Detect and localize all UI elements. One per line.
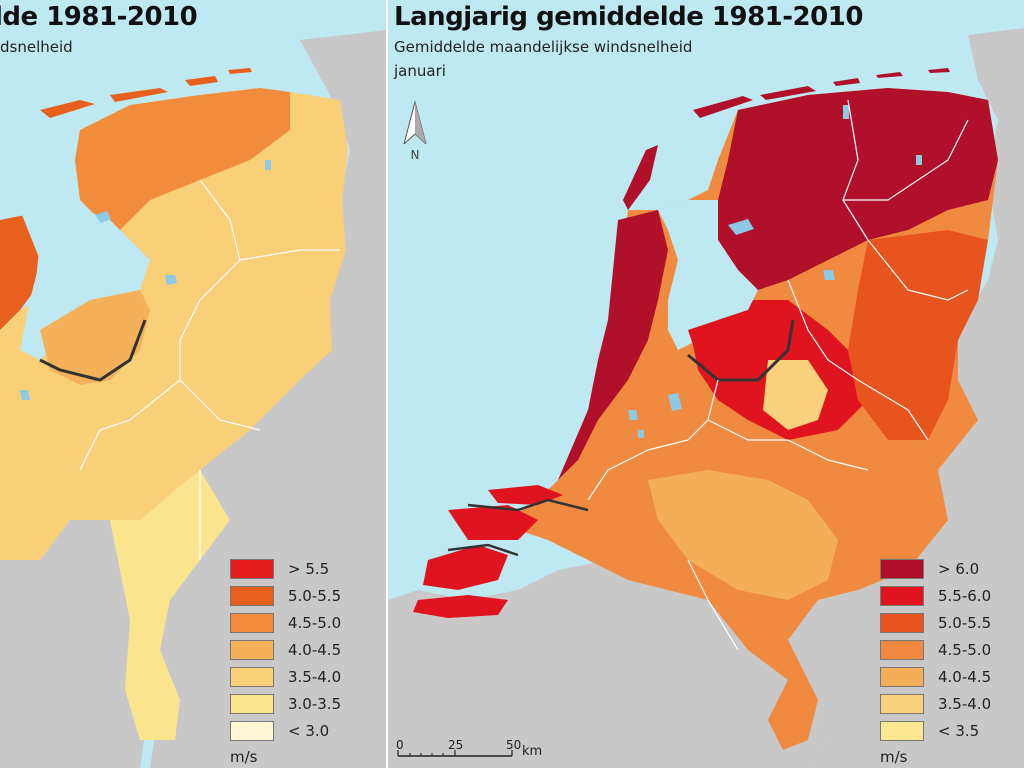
north-arrow: N <box>400 100 430 162</box>
left-legend-row: 4.0-4.5 <box>230 636 341 663</box>
right-map-month: januari <box>394 62 446 80</box>
left-legend-label: 4.5-5.0 <box>288 613 342 632</box>
left-map-panel: lde 1981-2010 dsnelheid > 5.5 5.0-5.5 4.… <box>0 0 386 768</box>
left-flevoland <box>40 290 150 385</box>
right-west-coast-red <box>558 210 668 480</box>
left-map-subtitle: dsnelheid <box>0 38 73 56</box>
left-legend-row: > 5.5 <box>230 555 341 582</box>
left-map <box>0 30 386 768</box>
north-arrow-icon <box>403 100 427 146</box>
right-legend-row: > 6.0 <box>880 555 991 582</box>
right-legend-row: 5.0-5.5 <box>880 609 991 636</box>
left-coast-red <box>0 215 40 330</box>
scale-tick-label: 0 <box>396 738 404 752</box>
right-map-subtitle: Gemiddelde maandelijkse windsnelheid <box>394 38 693 56</box>
scale-tick-label: 50 <box>506 738 522 752</box>
right-flevoland <box>688 305 788 375</box>
right-legend-swatch <box>880 639 924 660</box>
right-legend-unit: m/s <box>880 748 908 766</box>
right-legend-swatch <box>880 585 924 606</box>
left-wadden-islands <box>40 68 252 118</box>
right-legend-row: 4.0-4.5 <box>880 663 991 690</box>
left-ijsselmeer <box>20 200 150 360</box>
left-legend-row: 3.5-4.0 <box>230 663 341 690</box>
scale-unit-label: km <box>522 744 543 759</box>
left-legend-swatch <box>230 693 274 714</box>
left-legend-swatch <box>230 558 274 579</box>
right-map-title: Langjarig gemiddelde 1981-2010 <box>394 2 863 32</box>
left-legend-label: 5.0-5.5 <box>288 586 342 605</box>
right-legend-label: 3.5-4.0 <box>938 694 992 713</box>
right-legend-swatch <box>880 612 924 633</box>
scale-bar: 0 25 50 km <box>396 738 556 764</box>
left-legend-unit: m/s <box>230 748 258 766</box>
left-germany-land <box>130 30 386 768</box>
right-legend-label: 5.0-5.5 <box>938 613 992 632</box>
left-legend-swatch <box>230 612 274 633</box>
left-legend-label: 3.0-3.5 <box>288 694 342 713</box>
right-province-borders <box>587 99 969 651</box>
right-legend-label: 5.5-6.0 <box>938 586 992 605</box>
right-legend-swatch <box>880 720 924 741</box>
left-legend-swatch <box>230 720 274 741</box>
left-legend-label: > 5.5 <box>288 559 330 578</box>
panel-divider <box>386 0 388 768</box>
right-central-light <box>763 360 828 430</box>
right-north-darkred <box>718 88 998 290</box>
right-zeeland-channel <box>447 498 589 557</box>
left-map-title: lde 1981-2010 <box>0 2 198 32</box>
right-south-light <box>648 470 838 600</box>
right-legend-label: > 6.0 <box>938 559 980 578</box>
left-north-orange <box>75 88 290 230</box>
right-germany-land <box>788 28 1024 768</box>
right-east-red <box>848 230 988 440</box>
right-legend-swatch <box>880 666 924 687</box>
right-dike <box>687 319 795 382</box>
left-belgium-land <box>0 520 150 768</box>
right-legend-swatch <box>880 558 924 579</box>
right-zeeland <box>413 485 563 618</box>
left-legend-swatch <box>230 666 274 687</box>
scale-tick-label: 25 <box>448 738 464 752</box>
left-legend-row: < 3.0 <box>230 717 341 744</box>
right-legend-row: 4.5-5.0 <box>880 636 991 663</box>
right-map-panel: Langjarig gemiddelde 1981-2010 Gemiddeld… <box>388 0 1024 768</box>
north-label: N <box>410 148 420 162</box>
left-legend-swatch <box>230 639 274 660</box>
left-dike <box>39 319 147 382</box>
left-legend-label: < 3.0 <box>288 721 330 740</box>
right-map <box>388 28 1024 768</box>
left-legend-swatch <box>230 585 274 606</box>
right-legend-label: 4.5-5.0 <box>938 640 992 659</box>
left-legend-row: 3.0-3.5 <box>230 690 341 717</box>
left-legend-label: 3.5-4.0 <box>288 667 342 686</box>
right-ijsselmeer <box>658 200 758 350</box>
left-legend-row: 4.5-5.0 <box>230 609 341 636</box>
right-legend-row: < 3.5 <box>880 717 991 744</box>
left-province-borders <box>79 179 340 560</box>
right-legend-swatch <box>880 693 924 714</box>
right-legend-label: < 3.5 <box>938 721 980 740</box>
right-legend-row: 3.5-4.0 <box>880 690 991 717</box>
right-legend: > 6.0 5.5-6.0 5.0-5.5 4.5-5.0 4.0-4.5 3.… <box>880 555 991 766</box>
left-legend-row: 5.0-5.5 <box>230 582 341 609</box>
left-legend-label: 4.0-4.5 <box>288 640 342 659</box>
right-legend-row: 5.5-6.0 <box>880 582 991 609</box>
scale-bar-graphic <box>397 750 513 757</box>
right-legend-label: 4.0-4.5 <box>938 667 992 686</box>
left-legend: > 5.5 5.0-5.5 4.5-5.0 4.0-4.5 3.5-4.0 3.… <box>230 555 341 766</box>
